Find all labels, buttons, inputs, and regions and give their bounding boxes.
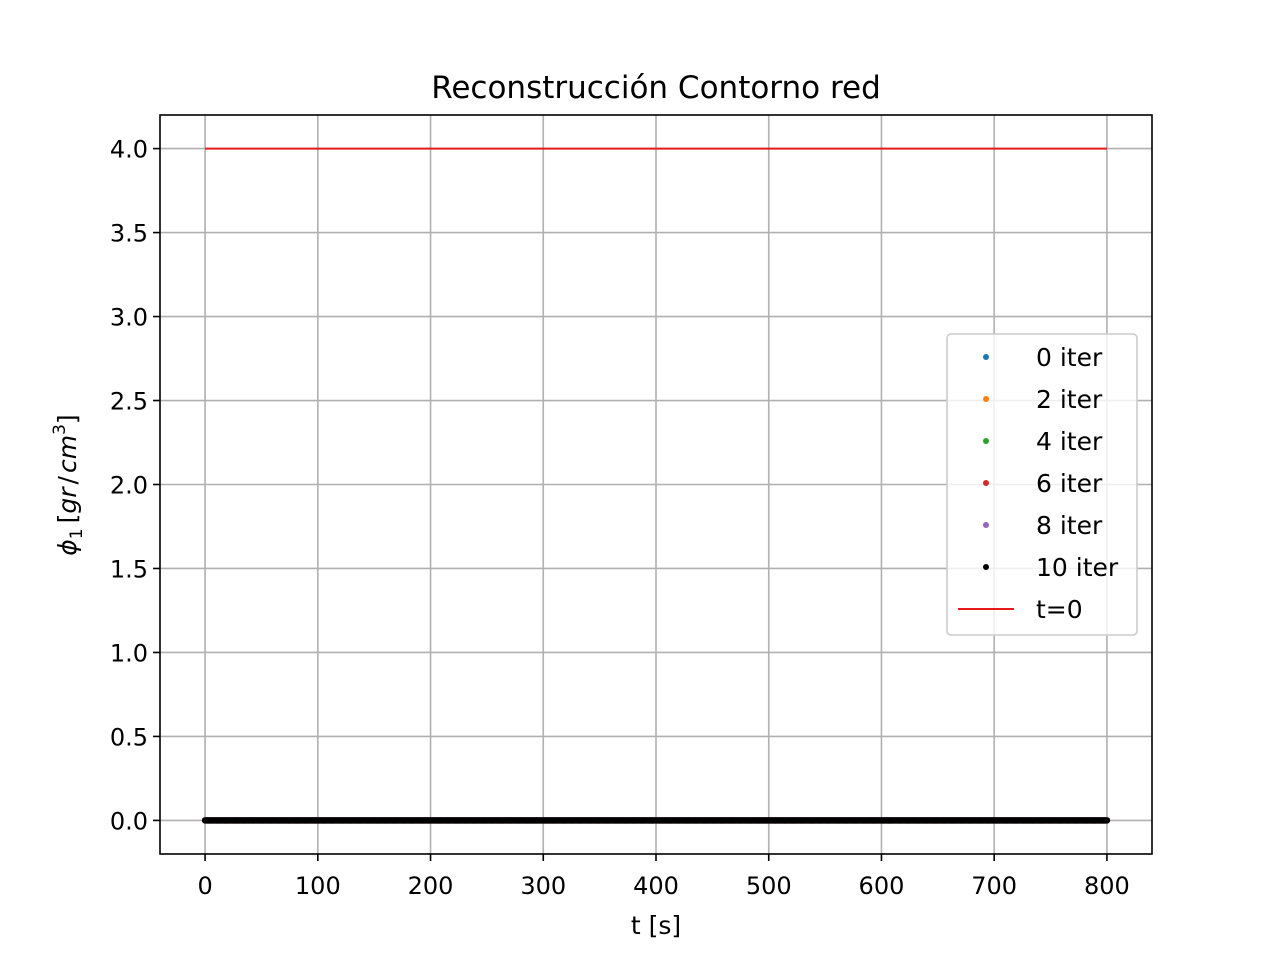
legend-item: 0 iter	[983, 343, 1103, 372]
y-tick-label: 2.0	[110, 472, 148, 500]
y-label-bracket-close: ]	[53, 414, 82, 424]
legend-marker-swatch	[983, 480, 989, 486]
y-tick-label: 4.0	[110, 136, 148, 164]
x-tick-label: 500	[746, 872, 792, 900]
legend-item: 10 iter	[983, 553, 1119, 582]
chart-title: Reconstrucción Contorno red	[431, 70, 881, 106]
legend-item: 6 iter	[983, 469, 1103, 498]
x-tick-label: 600	[859, 872, 905, 900]
legend-item: 2 iter	[983, 385, 1103, 414]
x-tick-label: 100	[295, 872, 341, 900]
legend-label: t=0	[1036, 595, 1083, 624]
legend-marker-swatch	[983, 522, 989, 528]
y-tick-label: 0.0	[110, 807, 148, 835]
legend-item: 8 iter	[983, 511, 1103, 540]
x-tick-label: 700	[971, 872, 1017, 900]
legend-label: 10 iter	[1036, 553, 1119, 582]
legend-item: t=0	[958, 595, 1083, 624]
legend-marker-swatch	[983, 438, 989, 444]
legend-item: 4 iter	[983, 427, 1103, 456]
legend-box	[946, 333, 1138, 636]
legend: 0 iter 2 iter 4 iter 6 iter 8 iter 10 iter t=0	[946, 333, 1138, 636]
y-label-symbol: ϕ	[53, 539, 82, 556]
legend-marker-swatch	[983, 354, 989, 360]
x-tick-label: 0	[197, 872, 212, 900]
x-axis-label: t [s]	[631, 911, 681, 940]
y-label-exponent: 3	[50, 424, 70, 435]
y-label-units-sep: /	[53, 475, 82, 484]
x-tick-label: 400	[633, 872, 679, 900]
y-label-bracket-open: [	[53, 514, 82, 524]
legend-marker-swatch	[983, 396, 989, 402]
legend-label: 6 iter	[1036, 469, 1103, 498]
x-tick-label: 300	[520, 872, 566, 900]
y-tick-label: 3.0	[110, 304, 148, 332]
series-10-iter	[201, 817, 1111, 824]
y-tick-label: 1.0	[110, 639, 148, 667]
y-label-units-main: gr	[53, 486, 82, 514]
legend-marker-swatch	[983, 564, 989, 570]
y-tick-label: 2.5	[110, 388, 148, 416]
legend-label: 0 iter	[1036, 343, 1103, 372]
data-point	[1103, 817, 1111, 824]
legend-label: 2 iter	[1036, 385, 1103, 414]
legend-label: 4 iter	[1036, 427, 1103, 456]
y-axis-label: ϕ1 [gr / cm3]	[50, 414, 87, 555]
series-layer	[201, 147, 1111, 824]
y-tick-label: 0.5	[110, 723, 148, 751]
y-ticks: 0.0 0.5 1.0 1.5 2.0 2.5 3.0 3.5 4.0	[110, 136, 160, 835]
x-tick-label: 200	[408, 872, 454, 900]
x-ticks: 0 100 200 300 400 500 600 700 800	[197, 854, 1130, 900]
legend-label: 8 iter	[1036, 511, 1103, 540]
x-tick-label: 800	[1084, 872, 1130, 900]
y-label-subscript: 1	[67, 528, 87, 539]
y-tick-label: 1.5	[110, 555, 148, 583]
y-label-units-base: cm	[53, 435, 82, 473]
y-tick-label: 3.5	[110, 220, 148, 248]
